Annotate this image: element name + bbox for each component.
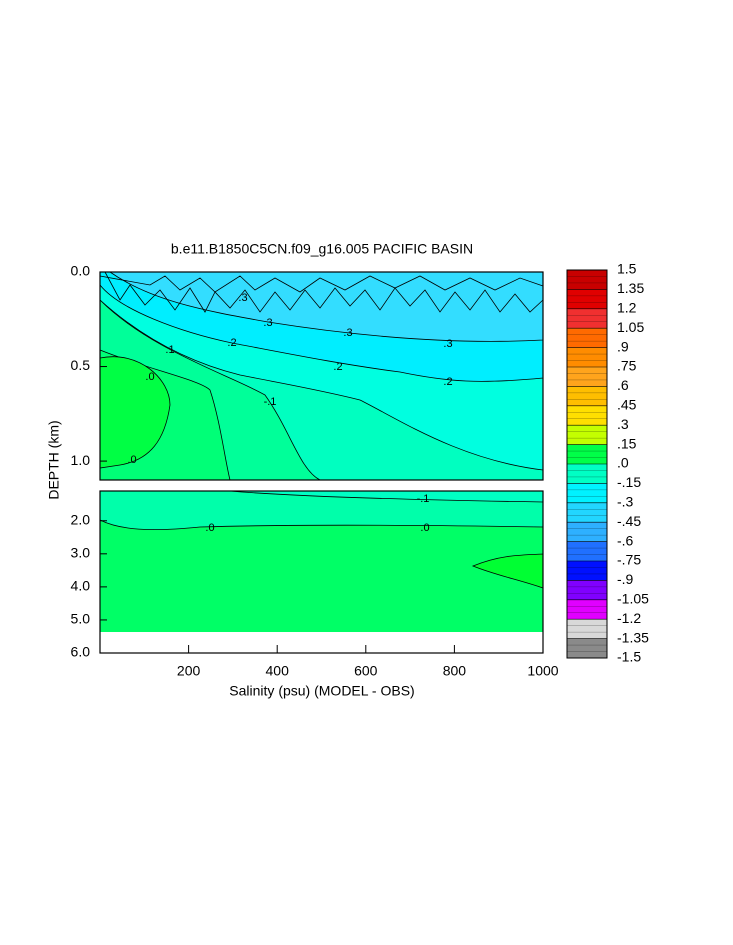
contour-label: .0	[420, 522, 429, 534]
colorbar-label: -.75	[617, 552, 641, 568]
contour-label: .2	[333, 361, 342, 373]
y-tick-label: 0.5	[71, 357, 91, 373]
top-panel-field	[99, 271, 544, 481]
colorbar-band	[567, 541, 607, 561]
y-tick-label: 5.0	[71, 611, 91, 627]
colorbar-band	[567, 270, 607, 290]
colorbar-band	[567, 580, 607, 600]
colorbar-label: .3	[617, 416, 629, 432]
colorbar-label: -.15	[617, 474, 641, 490]
colorbar-band	[567, 386, 607, 406]
colorbar-band	[567, 561, 607, 581]
colorbar-band	[567, 599, 607, 620]
y-tick-label: 2.0	[71, 511, 91, 527]
y-tick-label: 3.0	[71, 545, 91, 561]
contour-label: -.1	[417, 493, 430, 505]
y-tick-label: 1.0	[71, 452, 91, 468]
colorbar-label: -1.2	[617, 610, 641, 626]
colorbar-label: 1.5	[617, 261, 637, 277]
chart-title: b.e11.B1850C5CN.f09_g16.005 PACIFIC BASI…	[171, 241, 473, 257]
x-tick-label: 800	[443, 663, 467, 679]
colorbar-band	[567, 328, 607, 348]
y-tick-label: 6.0	[71, 644, 91, 660]
colorbar-label: -.6	[617, 532, 634, 548]
top-panel-frame	[99, 271, 544, 481]
colorbar-label: .9	[617, 338, 629, 354]
contour-label: .3	[263, 317, 272, 329]
colorbar-band	[567, 347, 607, 367]
colorbar-label: -1.5	[617, 649, 641, 665]
colorbar-band	[567, 405, 607, 426]
colorbar-label: .6	[617, 377, 629, 393]
colorbar-band	[567, 308, 607, 329]
colorbar-label: .15	[617, 435, 637, 451]
colorbar-label: 1.35	[617, 280, 644, 296]
x-tick-label: 400	[266, 663, 290, 679]
x-tick-label: 200	[177, 663, 201, 679]
colorbar-label: -.9	[617, 571, 634, 587]
contour-label: .0	[205, 522, 214, 534]
colorbar-band	[567, 638, 607, 658]
colorbar-label: .75	[617, 358, 637, 374]
contour-label: .2	[443, 376, 452, 388]
colorbar-band	[567, 425, 607, 445]
bottom-panel-frame	[99, 490, 544, 654]
colorbar-band	[567, 483, 607, 503]
colorbar-band	[567, 502, 607, 523]
colorbar-band	[567, 289, 607, 309]
x-tick-label: 1000	[527, 663, 558, 679]
colorbar-label: -1.05	[617, 591, 649, 607]
colorbar-label: .0	[617, 455, 629, 471]
contour-label: .1	[165, 344, 174, 356]
colorbar-band	[567, 522, 607, 542]
contour-label: .3	[443, 338, 452, 350]
bottom-panel-field	[99, 490, 544, 632]
contour-label: .2	[227, 337, 236, 349]
y-axis-label: DEPTH (km)	[46, 420, 62, 499]
colorbar-band	[567, 367, 607, 387]
contour-label: .0	[127, 454, 136, 466]
colorbar-band	[567, 464, 607, 484]
contour-label: .3	[343, 327, 352, 339]
y-tick-label: 4.0	[71, 578, 91, 594]
colorbar-label: 1.2	[617, 300, 637, 316]
y-tick-label: 0.0	[71, 263, 91, 279]
colorbar-label: .45	[617, 397, 637, 413]
colorbar-band	[567, 444, 607, 464]
colorbar-band	[567, 619, 607, 639]
colorbar-label: -.45	[617, 513, 641, 529]
contour-label: .3	[238, 292, 247, 304]
colorbar-label: -1.35	[617, 629, 649, 645]
contour-label: -.1	[264, 396, 277, 408]
colorbar-label: -.3	[617, 494, 634, 510]
x-axis-label: Salinity (psu) (MODEL - OBS)	[229, 683, 414, 699]
colorbar-label: 1.05	[617, 319, 644, 335]
colorbar-frame	[566, 269, 608, 659]
contour-label: .0	[145, 371, 154, 383]
contour-labels: .3 .3 .3 .3 .2 .2 .2 .1 -.1 .0 .0 -.1 .0…	[127, 292, 452, 534]
x-tick-label: 600	[354, 663, 378, 679]
